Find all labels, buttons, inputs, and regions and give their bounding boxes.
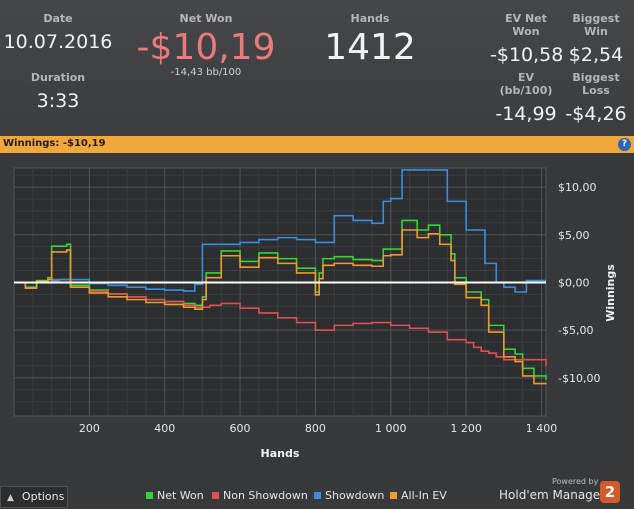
winnings-title: Winnings: -$10,19 (3, 138, 106, 149)
biggest-loss-value: -$4,26 (565, 103, 627, 125)
biggest-loss-label: Biggest Loss (572, 71, 620, 97)
powered-by-text: Powered by (552, 477, 599, 486)
legend-item-all-in-ev[interactable]: All-In EV (390, 489, 447, 502)
legend-swatch (212, 492, 219, 499)
x-tick-label: 1 000 (375, 422, 407, 435)
biggest-win-value: $2,54 (568, 44, 624, 66)
winnings-value: -$10,19 (62, 138, 106, 149)
session-stats-panel: Date 10.07.2016 Duration 3:33 Net Won -$… (0, 0, 634, 136)
winnings-label: Winnings: (3, 138, 63, 149)
duration-label: Duration (30, 71, 86, 84)
ev-bb100-stat: EV (bb/100) -14,99 (490, 71, 562, 125)
x-tick-label: 400 (154, 422, 175, 435)
hands-stat: Hands 1412 (310, 12, 430, 68)
ev-bb100-value: -14,99 (495, 103, 557, 125)
duration-stat: Duration 3:33 (0, 71, 116, 112)
legend-swatch (390, 492, 397, 499)
winnings-chart-area: 200 400 600 800 1 000 1 200 1 400 $10,00 $5,00 $… (0, 153, 634, 473)
legend-item-non-showdown[interactable]: Non Showdown (212, 489, 308, 502)
legend-label: Net Won (157, 489, 204, 502)
legend-swatch (314, 492, 321, 499)
net-won-value: -$10,19 (136, 27, 276, 68)
net-won-stat: Net Won -$10,19 -14,43 bb/100 (130, 12, 282, 78)
x-tick-label: 1 400 (526, 422, 558, 435)
y-tick-label: $5,00 (558, 229, 590, 242)
y-tick-label: $10,00 (558, 181, 597, 194)
hands-label: Hands (350, 12, 390, 25)
ev-net-won-value: -$10,58 (490, 44, 564, 66)
legend-swatch (146, 492, 153, 499)
winnings-chart: 200 400 600 800 1 000 1 200 1 400 $10,00 $5,00 $… (13, 167, 617, 460)
hands-value: 1412 (324, 27, 416, 68)
legend-item-showdown[interactable]: Showdown (314, 489, 384, 502)
biggest-win-stat: Biggest Win $2,54 (560, 12, 632, 66)
series-line-showdown (14, 169, 546, 293)
ev-net-won-label: EV Net Won (505, 12, 547, 38)
duration-value: 3:33 (36, 90, 80, 112)
legend-label: Showdown (325, 489, 385, 502)
y-tick-label: $0,00 (558, 276, 590, 289)
biggest-loss-stat: Biggest Loss -$4,26 (560, 71, 632, 125)
options-label: Options (21, 490, 65, 503)
series-line-all-in-ev (14, 229, 547, 385)
net-won-bb100: -14,43 bb/100 (170, 67, 242, 78)
x-tick-label: 600 (230, 422, 251, 435)
legend-label: All-In EV (401, 489, 447, 502)
y-tick-label: -$5,00 (558, 324, 593, 337)
x-tick-label: 800 (305, 422, 326, 435)
legend-label: Non Showdown (223, 489, 308, 502)
date-value: 10.07.2016 (3, 31, 113, 53)
biggest-win-label: Biggest Win (572, 12, 620, 38)
brand-logo-badge: 2 (600, 481, 620, 503)
x-tick-label: 1 200 (450, 422, 482, 435)
y-tick-label: -$10,00 (558, 372, 600, 385)
plot-area (13, 167, 547, 417)
x-axis-label: Hands (261, 447, 300, 460)
ev-bb100-label: EV (bb/100) (499, 71, 553, 97)
legend-item-net-won[interactable]: Net Won (146, 489, 204, 502)
help-icon[interactable]: ? (618, 138, 631, 151)
winnings-header-bar: Winnings: -$10,19 ? (0, 136, 634, 153)
options-button[interactable]: ▲ Options (0, 486, 68, 508)
date-stat: Date 10.07.2016 (0, 12, 116, 53)
net-won-label: Net Won (179, 12, 233, 25)
chevron-up-icon: ▲ (7, 493, 14, 503)
date-label: Date (43, 12, 73, 25)
footer: ▲ Options Net Won Non Showdown Showdown All-… (0, 473, 634, 509)
ev-net-won-stat: EV Net Won -$10,58 (490, 12, 564, 66)
brand-name: Hold'em Manager (499, 488, 606, 502)
x-tick-label: 200 (79, 422, 100, 435)
y-axis-label: Winnings (604, 264, 617, 322)
